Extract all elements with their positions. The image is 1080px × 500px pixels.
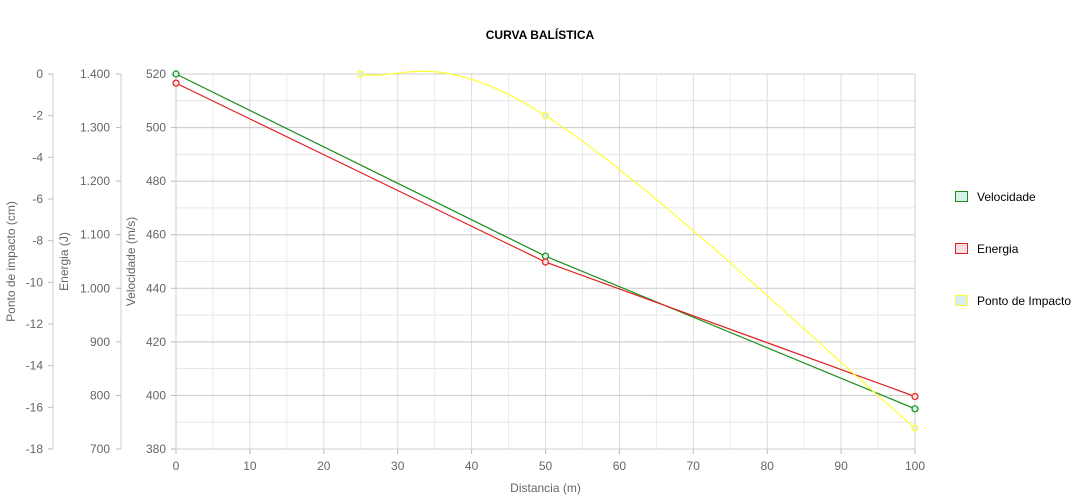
data-point-energia [541, 258, 550, 266]
impacto-tick-label: -8 [32, 234, 43, 248]
x-tick-label: 20 [317, 459, 331, 473]
data-point-velocidade [172, 70, 180, 78]
legend-label: Ponto de Impacto [977, 294, 1072, 308]
data-point-energia [172, 79, 180, 87]
impacto-tick-label: -6 [32, 192, 43, 206]
data-point-ponto-de-impacto [541, 112, 550, 120]
impacto-axis-title: Ponto de impacto (cm) [4, 201, 18, 322]
legend-label: Energia [977, 242, 1019, 256]
x-tick-label: 30 [391, 459, 405, 473]
x-tick-label: 80 [761, 459, 775, 473]
x-tick-label: 50 [539, 459, 553, 473]
legend-item-energia[interactable]: Energia [955, 242, 1080, 258]
chart-title: CURVA BALÍSTICA [485, 28, 595, 42]
x-tick-label: 0 [173, 459, 180, 473]
x-tick-label: 90 [834, 459, 848, 473]
velocidade-axis-title: Velocidade (m/s) [124, 217, 138, 306]
legend-label: Velocidade [977, 190, 1036, 204]
impacto-tick-label: -2 [32, 109, 43, 123]
velocidade-tick-label: 440 [146, 281, 166, 295]
x-tick-label: 100 [905, 459, 925, 473]
velocidade-tick-label: 460 [146, 228, 166, 242]
energia-tick-label: 1.300 [80, 121, 110, 135]
legend-swatch [955, 191, 968, 202]
energia-tick-label: 1.100 [80, 228, 110, 242]
energia-tick-label: 1.400 [80, 67, 110, 81]
series-line-ponto-de-impacto [360, 70, 916, 429]
data-point-velocidade [911, 405, 919, 413]
energia-tick-label: 800 [90, 388, 110, 402]
x-tick-label: 70 [687, 459, 701, 473]
data-point-velocidade [541, 252, 550, 260]
data-point-ponto-de-impacto [911, 424, 919, 432]
data-point-ponto-de-impacto [357, 70, 365, 78]
velocidade-tick-label: 420 [146, 335, 166, 349]
energia-tick-label: 900 [90, 335, 110, 349]
legend-item-ponto-de-impacto[interactable]: Ponto de Impacto [955, 294, 1080, 310]
velocidade-tick-label: 380 [146, 442, 166, 456]
x-tick-label: 40 [465, 459, 479, 473]
velocidade-tick-label: 500 [146, 121, 166, 135]
impacto-tick-label: -14 [26, 359, 44, 373]
energia-axis-title: Energia (J) [57, 232, 71, 291]
energia-tick-label: 700 [90, 442, 110, 456]
legend-item-velocidade[interactable]: Velocidade [955, 190, 1080, 206]
energia-tick-label: 1.200 [80, 174, 110, 188]
x-tick-label: 60 [613, 459, 627, 473]
impacto-tick-label: -10 [26, 275, 44, 289]
velocidade-tick-label: 480 [146, 174, 166, 188]
energia-tick-label: 1.000 [80, 281, 110, 295]
impacto-tick-label: -18 [26, 442, 44, 456]
impacto-tick-label: -4 [32, 150, 43, 164]
impacto-tick-label: 0 [36, 67, 43, 81]
legend-swatch [955, 243, 968, 254]
impacto-tick-label: -16 [26, 400, 44, 414]
data-point-energia [911, 392, 919, 401]
velocidade-tick-label: 400 [146, 388, 166, 402]
x-tick-label: 10 [243, 459, 257, 473]
legend-swatch [955, 295, 968, 306]
impacto-tick-label: -12 [26, 317, 44, 331]
velocidade-tick-label: 520 [146, 67, 166, 81]
x-axis-label: Distancia (m) [510, 481, 581, 495]
